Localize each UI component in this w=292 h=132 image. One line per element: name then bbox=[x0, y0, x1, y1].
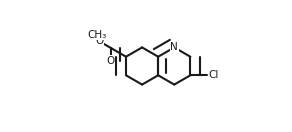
Text: O: O bbox=[107, 56, 115, 66]
Text: CH₃: CH₃ bbox=[87, 30, 107, 40]
Text: O: O bbox=[95, 36, 104, 46]
Text: N: N bbox=[171, 42, 178, 52]
Text: Cl: Cl bbox=[208, 70, 219, 80]
